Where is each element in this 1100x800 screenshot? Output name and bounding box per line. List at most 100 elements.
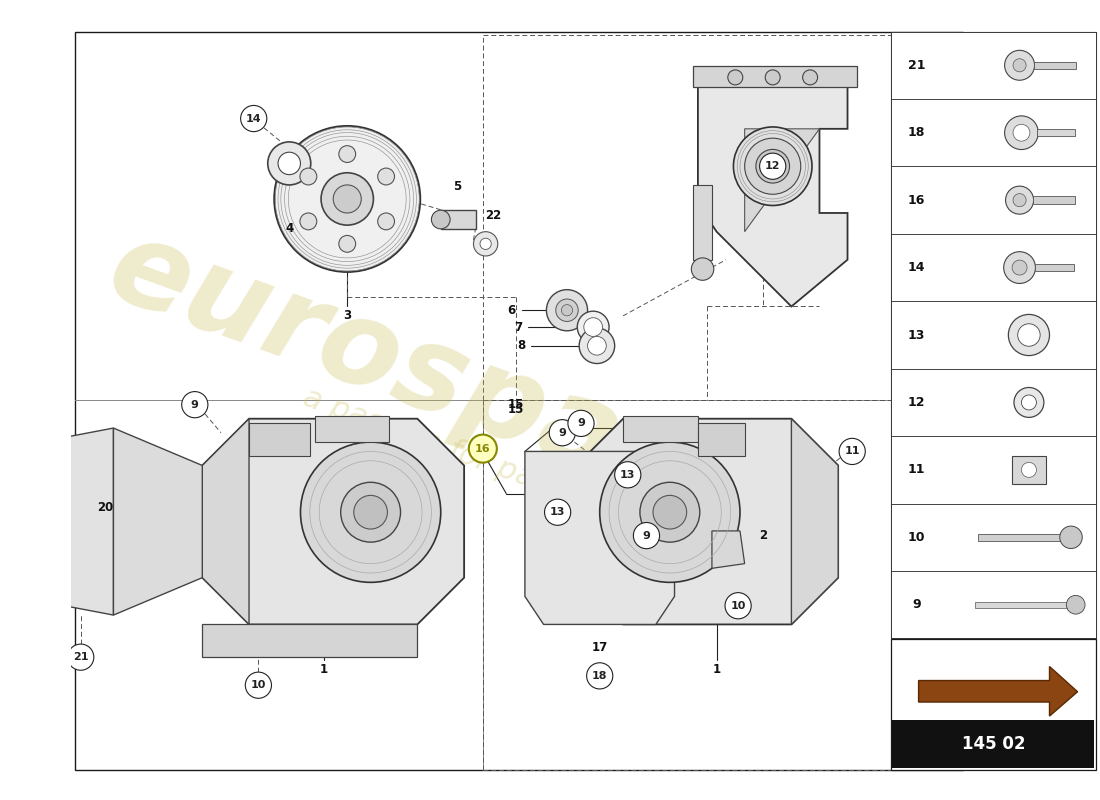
- Text: 12: 12: [764, 162, 781, 171]
- Text: 18: 18: [908, 126, 925, 139]
- Bar: [1034, 62, 1076, 69]
- Bar: [891, 503, 1097, 571]
- Circle shape: [578, 311, 609, 343]
- Circle shape: [760, 153, 785, 179]
- Circle shape: [354, 495, 387, 529]
- Text: 1: 1: [320, 663, 328, 676]
- Circle shape: [182, 391, 208, 418]
- Circle shape: [480, 238, 492, 250]
- Text: 145 02: 145 02: [961, 735, 1025, 753]
- Bar: [1033, 197, 1075, 204]
- Text: 13: 13: [908, 329, 925, 342]
- Circle shape: [734, 127, 812, 206]
- Circle shape: [241, 106, 267, 132]
- Bar: [975, 602, 1076, 607]
- Circle shape: [1013, 58, 1026, 72]
- Text: 13: 13: [620, 470, 636, 480]
- Bar: [891, 639, 1097, 770]
- Text: 17: 17: [592, 642, 608, 654]
- Bar: [892, 720, 1094, 769]
- Text: 22: 22: [485, 210, 502, 222]
- Circle shape: [377, 168, 395, 185]
- Circle shape: [1009, 314, 1049, 355]
- Bar: [75, 31, 964, 770]
- Circle shape: [568, 410, 594, 437]
- Text: 7: 7: [514, 321, 522, 334]
- Text: a passion for parts since 1985: a passion for parts since 1985: [299, 382, 741, 567]
- Circle shape: [1005, 186, 1034, 214]
- Text: 20: 20: [97, 501, 113, 514]
- Circle shape: [339, 235, 355, 252]
- Circle shape: [1018, 324, 1041, 346]
- Text: 14: 14: [908, 261, 925, 274]
- Circle shape: [339, 146, 355, 162]
- Polygon shape: [113, 428, 202, 615]
- Text: 4: 4: [285, 222, 294, 235]
- Circle shape: [267, 142, 311, 185]
- Circle shape: [615, 462, 641, 488]
- Text: 10: 10: [730, 601, 746, 610]
- Circle shape: [839, 438, 866, 465]
- Circle shape: [766, 70, 780, 85]
- Text: 15: 15: [507, 403, 524, 416]
- Bar: [1037, 129, 1075, 137]
- Polygon shape: [202, 418, 464, 625]
- Text: 3: 3: [343, 310, 351, 322]
- Bar: [891, 31, 1097, 638]
- Circle shape: [300, 213, 317, 230]
- Circle shape: [431, 210, 450, 229]
- Text: 9: 9: [912, 598, 921, 611]
- Circle shape: [1059, 526, 1082, 549]
- Bar: [891, 369, 1097, 436]
- Bar: [978, 534, 1071, 541]
- Text: 18: 18: [592, 671, 607, 681]
- Bar: [697, 423, 745, 456]
- Circle shape: [547, 290, 587, 331]
- Circle shape: [1004, 50, 1034, 80]
- Polygon shape: [791, 418, 838, 625]
- Circle shape: [1013, 124, 1030, 141]
- Circle shape: [473, 232, 498, 256]
- Polygon shape: [202, 418, 249, 625]
- Bar: [315, 416, 389, 442]
- Circle shape: [692, 258, 714, 280]
- Circle shape: [1013, 194, 1026, 206]
- Circle shape: [245, 672, 272, 698]
- Polygon shape: [525, 451, 674, 625]
- Circle shape: [725, 593, 751, 619]
- Circle shape: [1022, 395, 1036, 410]
- Circle shape: [634, 522, 660, 549]
- Circle shape: [469, 434, 497, 462]
- Polygon shape: [745, 129, 820, 232]
- Circle shape: [300, 442, 441, 582]
- Circle shape: [377, 213, 395, 230]
- Text: 2: 2: [759, 529, 768, 542]
- Text: 10: 10: [908, 531, 925, 544]
- Circle shape: [1014, 387, 1044, 418]
- Bar: [891, 302, 1097, 369]
- Circle shape: [274, 126, 420, 272]
- Circle shape: [67, 644, 94, 670]
- Bar: [1012, 456, 1046, 484]
- Polygon shape: [697, 73, 847, 306]
- Text: 9: 9: [191, 400, 199, 410]
- Polygon shape: [576, 418, 838, 625]
- Text: 12: 12: [908, 396, 925, 409]
- Bar: [891, 234, 1097, 302]
- Bar: [891, 436, 1097, 503]
- Bar: [249, 423, 310, 456]
- Bar: [1034, 264, 1074, 271]
- Text: 14: 14: [246, 114, 262, 123]
- Circle shape: [549, 420, 575, 446]
- Circle shape: [1003, 252, 1035, 283]
- Text: 21: 21: [908, 58, 925, 72]
- Text: 5: 5: [453, 180, 462, 194]
- Text: 10: 10: [251, 680, 266, 690]
- Polygon shape: [15, 428, 113, 615]
- Text: 13: 13: [550, 507, 565, 518]
- Circle shape: [1022, 462, 1036, 478]
- Text: 16: 16: [475, 444, 491, 454]
- Circle shape: [653, 495, 686, 529]
- Text: 15: 15: [507, 398, 524, 411]
- Text: 21: 21: [73, 652, 88, 662]
